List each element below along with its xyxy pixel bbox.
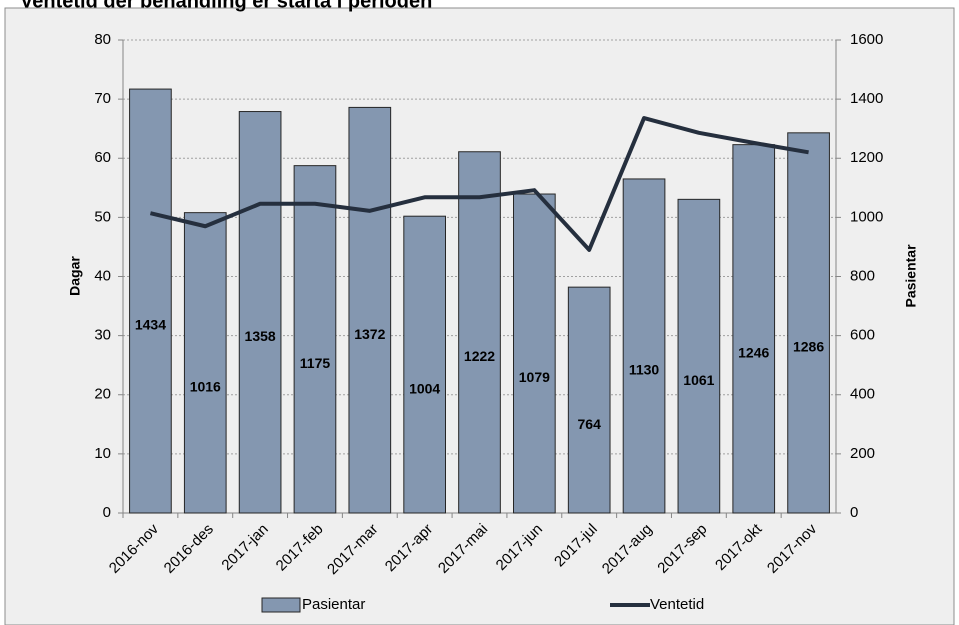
y-axis-label: Dagar [67,256,83,296]
y-tick-label: 50 [94,208,111,225]
bar-value-label: 1016 [190,379,221,395]
legend-label: Ventetid [650,596,704,613]
y-tick-label: 10 [94,445,111,462]
y2-tick-label: 1400 [850,90,883,107]
y2-tick-label: 1000 [850,208,883,225]
bar [238,111,282,514]
bar-value-label: 1130 [629,362,660,378]
bar-value-label: 1061 [683,372,714,388]
bar-value-label: 1358 [245,328,276,344]
bar [293,165,337,514]
y2-axis-label: Pasientar [903,244,919,308]
bar-value-label: 1286 [793,339,824,355]
y2-tick-label: 0 [850,504,858,521]
bar [183,212,227,514]
bar-value-label: 1222 [464,348,495,364]
bar-value-label: 1434 [135,317,166,333]
y-tick-label: 20 [94,386,111,403]
y2-tick-label: 1200 [850,149,883,166]
y2-tick-label: 600 [850,327,875,344]
legend-swatch [261,597,301,613]
bar [513,193,556,514]
bar [129,88,172,514]
bar [677,198,721,514]
y-tick-label: 30 [94,327,111,344]
line [149,116,809,252]
y-tick-label: 80 [94,31,111,48]
y-tick-label: 40 [94,267,111,284]
bar [348,106,392,514]
legend-label: Pasientar [302,596,365,613]
bar-value-label: 1004 [409,380,440,396]
chart-title: Ventetid der behandling er starta i peri… [20,0,432,12]
bar-value-label: 1246 [738,345,769,361]
bar [567,286,611,514]
bar-value-label: 1175 [300,355,331,371]
bar [622,178,666,514]
bar [458,151,501,514]
y2-tick-label: 400 [850,386,875,403]
bar-value-label: 1372 [354,326,385,342]
bar [787,132,830,514]
y-tick-label: 70 [94,90,111,107]
y-tick-label: 60 [94,149,111,166]
y2-tick-label: 200 [850,445,875,462]
bar-value-label: 1079 [519,369,550,385]
y-tick-label: 0 [103,504,111,521]
bar [732,144,776,514]
y2-tick-label: 800 [850,267,875,284]
y2-tick-label: 1600 [850,31,883,48]
bar-value-label: 764 [578,416,602,432]
bar [403,215,446,514]
